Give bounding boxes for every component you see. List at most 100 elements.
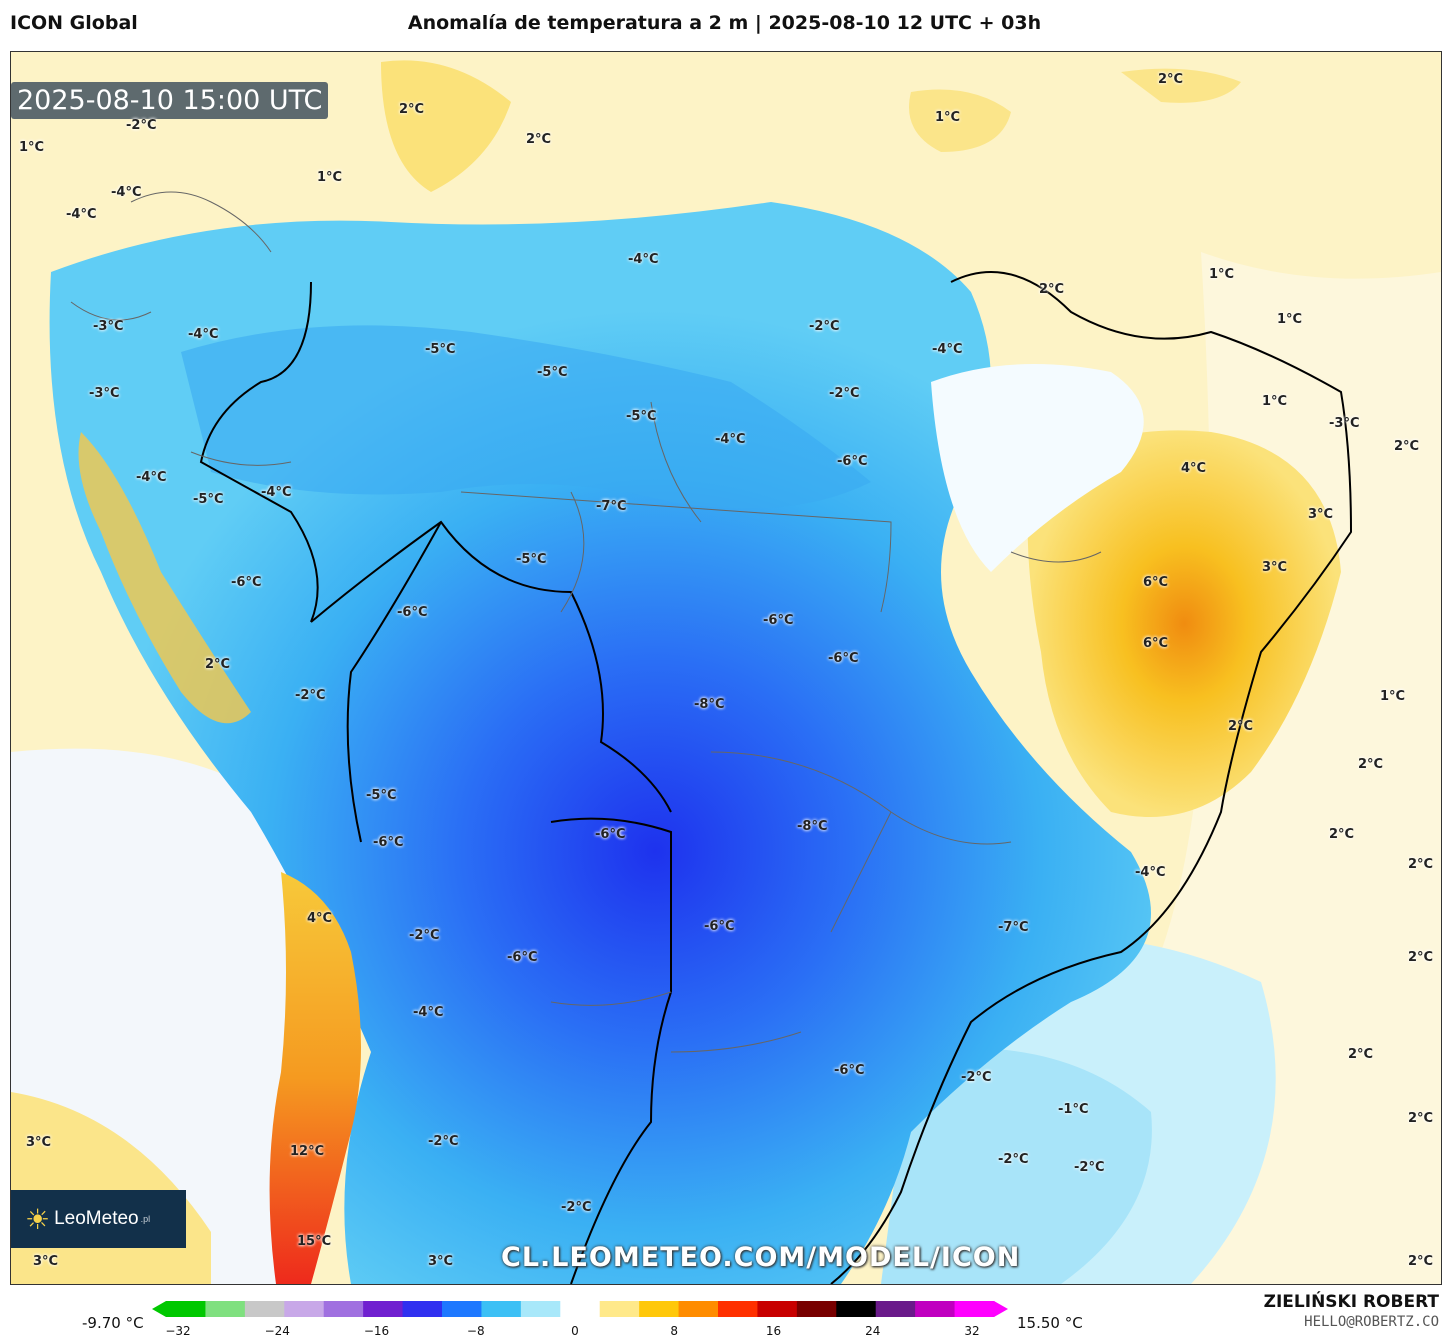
contour-label: 3°C — [1308, 507, 1334, 522]
colorbar-swatch — [678, 1301, 719, 1317]
author-email[interactable]: HELLO@ROBERTZ.CO — [1304, 1314, 1439, 1330]
author-name: ZIELIŃSKI ROBERT — [1263, 1292, 1439, 1312]
colorbar — [152, 1301, 1008, 1317]
contour-label: 2°C — [1408, 857, 1434, 872]
temperature-anomaly-map[interactable]: 2025-08-10 15:00 UTC 1°C 2°C 2°C 1°C 2°C… — [10, 51, 1442, 1285]
colorbar-legend: -9.70 °C −32 −24 −16 −8 0 8 16 24 32 15.50 °C ZI… — [0, 1290, 1449, 1339]
contour-label: 2°C — [1394, 439, 1420, 454]
colorbar-swatch — [205, 1301, 246, 1317]
colorbar-extend-max — [994, 1301, 1008, 1317]
contour-label: 4°C — [307, 911, 333, 926]
colorbar-swatch — [915, 1301, 956, 1317]
contour-label: -4°C — [628, 252, 659, 267]
colorbar-tick-label: −8 — [466, 1324, 485, 1338]
contour-label: -4°C — [413, 1005, 444, 1020]
contour-label: 2°C — [1228, 719, 1254, 734]
contour-label: -5°C — [516, 552, 547, 567]
contour-label: -4°C — [111, 185, 142, 200]
sun-icon: ☀ — [25, 1203, 51, 1235]
contour-label: 2°C — [1408, 1111, 1434, 1126]
contour-label: 2°C — [1408, 1254, 1434, 1269]
contour-label: -8°C — [694, 697, 725, 712]
contour-label: -6°C — [834, 1063, 865, 1078]
colorbar-swatch — [560, 1301, 601, 1317]
logo-suffix: .pl — [140, 1214, 151, 1224]
contour-label: 2°C — [1348, 1047, 1374, 1062]
leometeo-logo[interactable]: ☀ LeoMeteo .pl — [11, 1190, 186, 1248]
contour-label: -5°C — [537, 365, 568, 380]
colorbar-swatch — [796, 1301, 837, 1317]
contour-label: -6°C — [231, 575, 262, 590]
contour-label: -4°C — [66, 207, 97, 222]
contour-label: 6°C — [1143, 575, 1169, 590]
contour-label: -4°C — [261, 485, 292, 500]
contour-label: -6°C — [373, 835, 404, 850]
contour-label: 3°C — [1262, 560, 1288, 575]
contour-label: 4°C — [1181, 461, 1207, 476]
model-name: ICON Global — [10, 12, 138, 34]
contour-label: 1°C — [1209, 267, 1235, 282]
colorbar-min-label: -9.70 °C — [82, 1314, 144, 1332]
map-title: Anomalía de temperatura a 2 m | 2025-08-… — [407, 12, 1042, 34]
contour-label: -4°C — [1135, 865, 1166, 880]
contour-label: -3°C — [93, 319, 124, 334]
logo-text: LeoMeteo — [54, 1208, 139, 1229]
contour-label: 2°C — [1329, 827, 1355, 842]
map-canvas — [11, 52, 1441, 1284]
contour-label: 1°C — [1380, 689, 1406, 704]
contour-label: 15°C — [297, 1234, 332, 1249]
contour-label: -4°C — [188, 327, 219, 342]
colorbar-tick-label: 8 — [670, 1324, 679, 1338]
contour-label: -6°C — [397, 605, 428, 620]
colorbar-swatch — [875, 1301, 916, 1317]
contour-label: -2°C — [998, 1152, 1029, 1167]
contour-label: -3°C — [89, 386, 120, 401]
colorbar-swatch — [639, 1301, 680, 1317]
contour-label: 6°C — [1143, 636, 1169, 651]
colorbar-tick-label: 16 — [765, 1324, 782, 1338]
contour-label: -2°C — [295, 688, 326, 703]
source-watermark: CL.LEOMETEO.COM/MODEL/ICON — [501, 1242, 1021, 1273]
colorbar-tick-label: −32 — [165, 1324, 191, 1338]
contour-label: -6°C — [507, 950, 538, 965]
colorbar-tick-label: 0 — [571, 1324, 579, 1338]
contour-label: -4°C — [932, 342, 963, 357]
colorbar-swatch — [599, 1301, 640, 1317]
contour-label: -2°C — [961, 1070, 992, 1085]
contour-label: 3°C — [26, 1135, 52, 1150]
colorbar-swatch — [284, 1301, 325, 1317]
colorbar-max-label: 15.50 °C — [1017, 1314, 1083, 1332]
contour-label: -2°C — [809, 319, 840, 334]
contour-label: 12°C — [290, 1144, 325, 1159]
colorbar-tick-label: −24 — [264, 1324, 290, 1338]
colorbar-swatch — [402, 1301, 443, 1317]
colorbar-tick-label: −16 — [363, 1324, 390, 1338]
colorbar-extend-min — [152, 1301, 166, 1317]
contour-label: -4°C — [136, 470, 167, 485]
contour-label: -6°C — [704, 919, 735, 934]
colorbar-swatch — [363, 1301, 404, 1317]
contour-label: -5°C — [626, 409, 657, 424]
contour-label: 3°C — [33, 1254, 59, 1269]
contour-label: -2°C — [126, 118, 157, 133]
contour-label: -1°C — [1058, 1102, 1089, 1117]
contour-label: 2°C — [205, 657, 231, 672]
colorbar-swatch — [323, 1301, 364, 1317]
contour-label: 3°C — [428, 1254, 454, 1269]
colorbar-swatch — [442, 1301, 482, 1317]
colorbar-swatch — [954, 1301, 995, 1317]
contour-label: 1°C — [19, 140, 45, 155]
colorbar-swatch — [718, 1301, 758, 1317]
contour-label: -3°C — [1329, 416, 1360, 431]
contour-label: 2°C — [1408, 950, 1434, 965]
contour-label: 2°C — [1039, 282, 1065, 297]
contour-label: -2°C — [561, 1200, 592, 1215]
contour-label: -2°C — [428, 1134, 459, 1149]
contour-label: 2°C — [399, 102, 425, 117]
contour-label: 1°C — [317, 170, 343, 185]
contour-label: -7°C — [596, 499, 627, 514]
contour-label: -6°C — [763, 613, 794, 628]
valid-time-badge: 2025-08-10 15:00 UTC — [11, 82, 329, 119]
colorbar-swatch — [481, 1301, 522, 1317]
contour-label: 1°C — [935, 110, 961, 125]
